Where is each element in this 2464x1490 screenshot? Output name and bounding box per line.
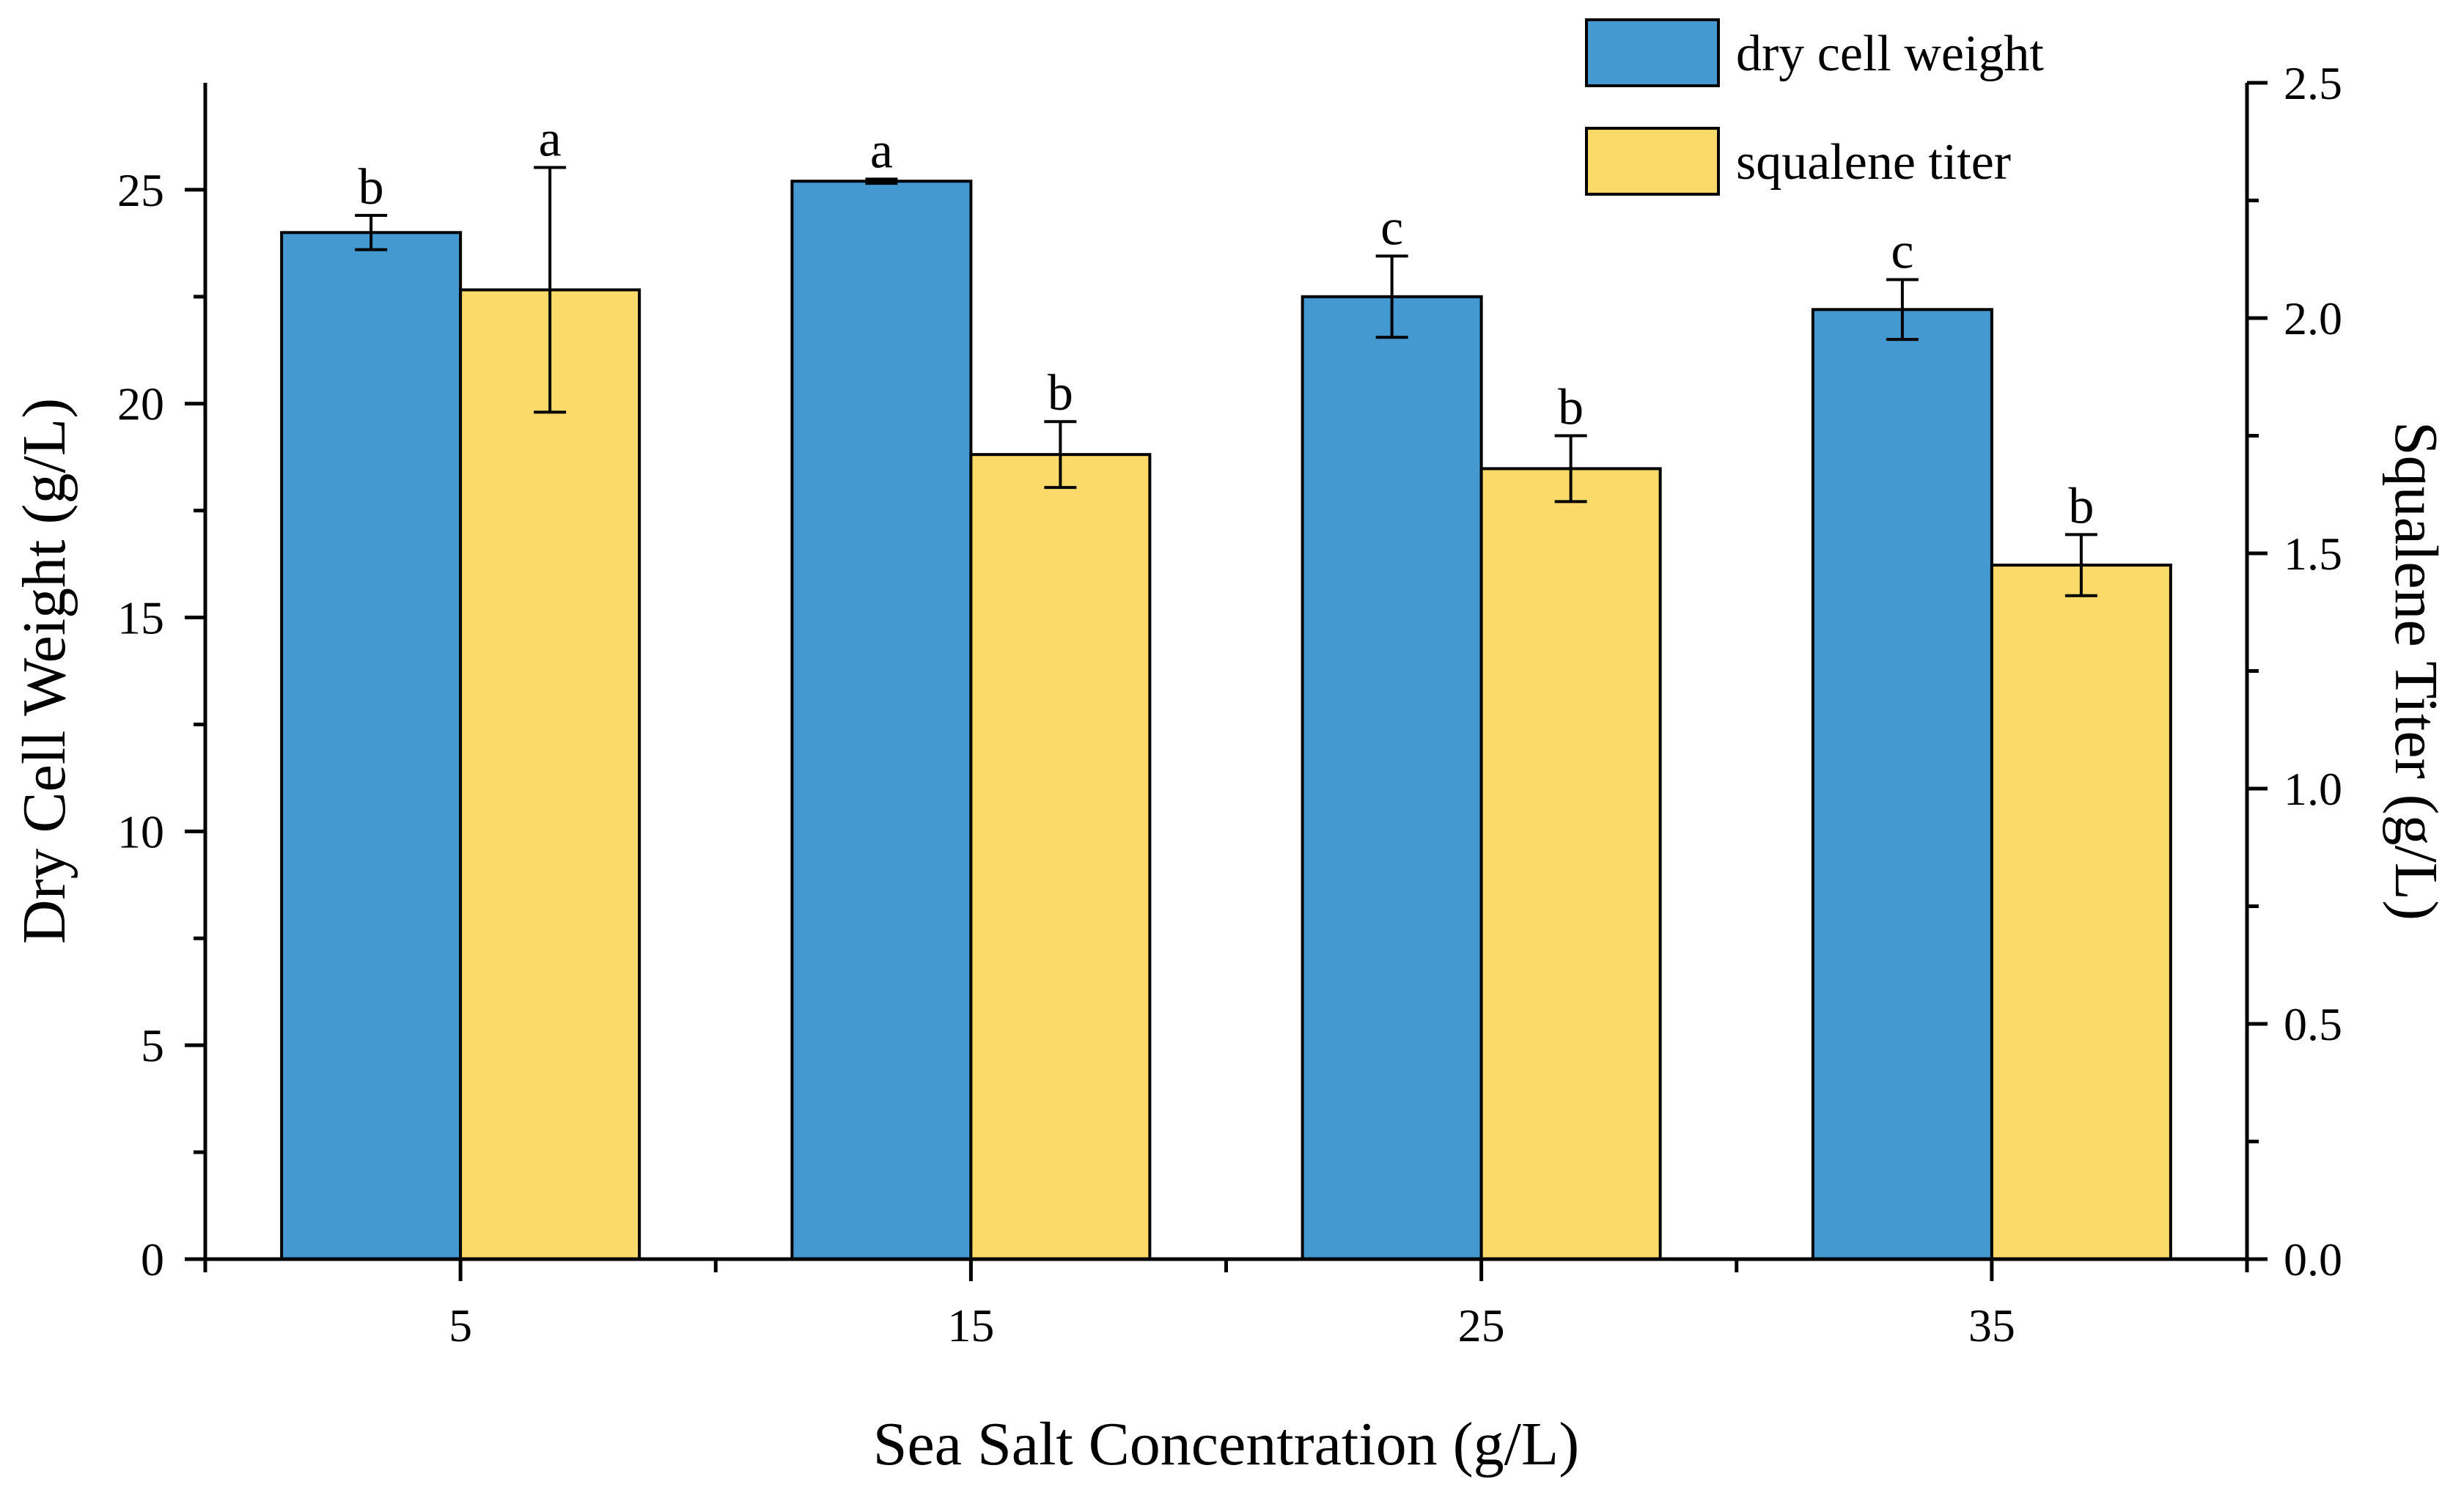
legend-swatch-squalene-titer [1585, 127, 1720, 196]
bar-dry-cell-weight-15 [790, 180, 973, 1261]
y2-tick-label: 0.0 [2284, 1233, 2342, 1286]
y2-tick-label: 1.0 [2284, 763, 2342, 815]
y-tick-label: 0 [141, 1233, 164, 1286]
y-tick-label: 25 [117, 164, 164, 216]
legend-label: dry cell weight [1736, 26, 2044, 82]
bar-dry-cell-weight-35 [1811, 308, 1993, 1261]
error-bar-squalene-titer-35 [2064, 533, 2097, 597]
error-bar-squalene-titer-5 [534, 166, 567, 414]
significance-label: a [539, 111, 562, 168]
legend: dry cell weight squalene titer [1585, 18, 2044, 196]
significance-label: c [1380, 199, 1403, 256]
significance-label: b [1048, 365, 1073, 421]
x-tick-label: 5 [449, 1299, 472, 1351]
y2-tick-label: 0.5 [2284, 998, 2342, 1050]
bar-squalene-titer-5 [459, 288, 641, 1261]
y2-tick-label: 2.5 [2284, 57, 2342, 109]
bar-dry-cell-weight-5 [280, 231, 463, 1261]
error-bar-dry-cell-weight-35 [1886, 278, 1919, 342]
error-bar-squalene-titer-25 [1554, 434, 1587, 504]
x-tick-label: 35 [1968, 1299, 2015, 1351]
significance-label: b [2068, 478, 2094, 534]
bar-squalene-titer-35 [1990, 564, 2172, 1261]
y-tick-label: 5 [141, 1019, 164, 1072]
y2-axis-title: Squalene Titer (g/L) [2382, 421, 2450, 921]
significance-label: a [870, 122, 893, 179]
significance-label: b [358, 159, 384, 215]
y-axis-title: Dry Cell Weight (g/L) [10, 398, 78, 944]
error-bar-squalene-titer-15 [1044, 420, 1077, 490]
y2-tick-label: 2.0 [2284, 292, 2342, 344]
y2-tick-label: 1.5 [2284, 528, 2342, 580]
bar-squalene-titer-25 [1479, 467, 1662, 1261]
bar-squalene-titer-15 [969, 453, 1152, 1261]
x-tick-label: 25 [1458, 1299, 1505, 1351]
error-bar-dry-cell-weight-15 [865, 177, 898, 185]
bars-layer [280, 166, 2172, 1261]
labels-layer: b a a b c b c b [358, 111, 2095, 535]
significance-label: b [1558, 380, 1584, 436]
x-axis-title: Sea Salt Concentration (g/L) [873, 1410, 1579, 1478]
y-tick-label: 15 [117, 592, 164, 644]
legend-label: squalene titer [1736, 134, 2011, 191]
legend-swatch-dry-cell-weight [1585, 18, 1720, 87]
bar-dry-cell-weight-25 [1301, 295, 1483, 1261]
error-bar-dry-cell-weight-5 [355, 213, 388, 251]
axes-layer: 0 5 10 15 20 25 0.0 0.5 1.0 1.5 2.0 2.5 5 15 25 35 [117, 57, 2342, 1351]
y-tick-label: 10 [117, 805, 164, 858]
error-bar-dry-cell-weight-25 [1375, 254, 1408, 339]
significance-label: c [1891, 223, 1913, 279]
y-tick-label: 20 [117, 378, 164, 430]
x-tick-label: 15 [947, 1299, 994, 1351]
